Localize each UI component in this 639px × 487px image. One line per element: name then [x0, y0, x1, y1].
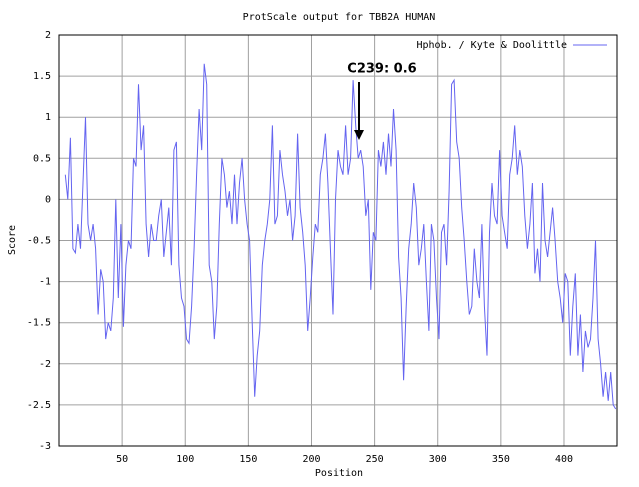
- x-tick-label: 400: [555, 454, 573, 465]
- y-axis-label: Score: [7, 225, 18, 255]
- chart-title: ProtScale output for TBB2A HUMAN: [243, 12, 436, 23]
- plot-frame: [58, 34, 618, 447]
- y-tick-label: -3: [39, 441, 51, 452]
- x-tick-label: 200: [302, 454, 320, 465]
- x-tick-label: 300: [429, 454, 447, 465]
- legend-label: Hphob. / Kyte & Doolittle: [416, 40, 567, 51]
- y-tick-label: -2: [39, 359, 51, 370]
- x-tick-label: 150: [239, 454, 257, 465]
- annotation-arrowhead: [354, 130, 364, 140]
- x-tick-label: 350: [492, 454, 510, 465]
- x-tick-label: 250: [366, 454, 384, 465]
- x-tick-label: 50: [116, 454, 128, 465]
- y-tick-label: -0.5: [27, 236, 51, 247]
- x-tick-label: 100: [176, 454, 194, 465]
- y-tick-label: -1.5: [27, 318, 51, 329]
- y-tick-label: -1: [39, 277, 51, 288]
- y-tick-label: 0: [45, 194, 51, 205]
- y-tick-label: 1.5: [33, 71, 51, 82]
- y-tick-label: 0.5: [33, 153, 51, 164]
- y-tick-label: 1: [45, 112, 51, 123]
- annotation: C239: 0.6: [347, 62, 416, 77]
- x-axis-label: Position: [315, 468, 363, 479]
- y-tick-label: -2.5: [27, 400, 51, 411]
- y-tick-label: 2: [45, 30, 51, 41]
- data-line: [64, 63, 617, 410]
